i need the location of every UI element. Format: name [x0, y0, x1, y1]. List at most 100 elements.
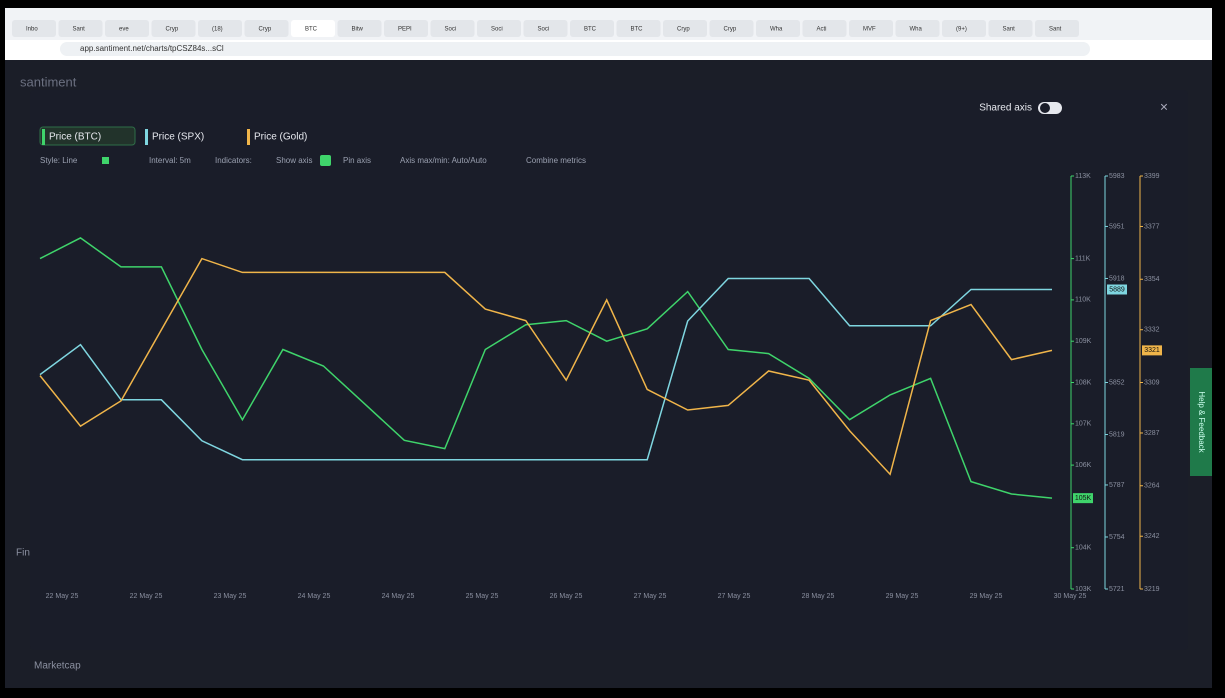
- pin-axis-control[interactable]: Pin axis: [343, 156, 371, 165]
- last-value-label: 5889: [1109, 286, 1125, 293]
- x-tick-label: 24 May 25: [298, 593, 331, 600]
- x-tick-label: 29 May 25: [970, 593, 1003, 600]
- tab[interactable]: [756, 20, 800, 37]
- tab[interactable]: [384, 20, 428, 37]
- tab[interactable]: [12, 20, 56, 37]
- tab[interactable]: [616, 20, 661, 37]
- last-value-badge: [1142, 345, 1162, 356]
- tab-title: Wha: [770, 27, 783, 33]
- chip-label: Price (SPX): [152, 132, 204, 143]
- tab[interactable]: [291, 20, 335, 37]
- y-tick-label: 3242: [1144, 533, 1160, 540]
- y-tick-label: 3287: [1144, 430, 1160, 437]
- chip-color: [247, 129, 250, 145]
- tab[interactable]: [523, 20, 568, 37]
- address-field[interactable]: [60, 42, 1090, 56]
- y-tick-label: 3332: [1144, 327, 1160, 334]
- combine-control[interactable]: Combine metrics: [526, 156, 586, 165]
- tab[interactable]: [895, 20, 940, 37]
- show-axis-check[interactable]: [320, 155, 331, 166]
- tab-title: eve: [119, 27, 129, 33]
- tab-title: Wha: [910, 27, 923, 33]
- y-tick-label: 5951: [1109, 223, 1125, 230]
- y-tick-label: 5721: [1109, 586, 1125, 593]
- y-tick-label: 5852: [1109, 379, 1125, 386]
- y-tick-label: 111K: [1075, 255, 1091, 262]
- color-control[interactable]: [102, 157, 109, 164]
- tab[interactable]: [849, 20, 893, 37]
- tab-title: Cryp: [166, 27, 179, 33]
- tab-title: PEPI: [398, 27, 412, 33]
- side-label: Fin: [16, 548, 30, 559]
- tab[interactable]: [802, 20, 847, 37]
- tab[interactable]: [337, 20, 382, 37]
- y-tick-label: 108K: [1075, 379, 1092, 386]
- y-tick-label: 3264: [1144, 483, 1160, 490]
- tab[interactable]: [105, 20, 149, 37]
- tab[interactable]: [1035, 20, 1079, 37]
- y-tick-label: 3399: [1144, 173, 1160, 180]
- chip-label: Price (BTC): [49, 132, 101, 143]
- y-tick-label: 5983: [1109, 173, 1125, 180]
- tab-title: (9+): [956, 27, 967, 33]
- brand: santiment: [20, 74, 77, 89]
- x-tick-label: 25 May 25: [466, 593, 499, 600]
- x-tick-label: 28 May 25: [802, 593, 835, 600]
- tab[interactable]: [988, 20, 1033, 37]
- chip-label: Price (Gold): [254, 132, 307, 143]
- x-tick-label: 22 May 25: [46, 593, 79, 600]
- y-tick-label: 109K: [1075, 338, 1092, 345]
- tab-title: Cryp: [677, 27, 690, 33]
- tab-title: Bitw: [352, 27, 364, 33]
- toggle-knob: [1040, 103, 1050, 113]
- tab[interactable]: [430, 20, 475, 37]
- tab[interactable]: [570, 20, 614, 37]
- last-value-label: 3321: [1144, 347, 1160, 354]
- indicators-control[interactable]: Indicators:: [215, 156, 252, 165]
- interval-control[interactable]: Interval: 5m: [149, 156, 191, 165]
- url: app.santiment.net/charts/tpCSZ84s...sCl: [80, 44, 224, 53]
- y-tick-label: 3354: [1144, 276, 1160, 283]
- style-control[interactable]: Style: Line: [40, 156, 78, 165]
- show-axis-control[interactable]: Show axis: [276, 156, 312, 165]
- y-tick-label: 5918: [1109, 275, 1125, 282]
- chip-color: [145, 129, 148, 145]
- x-tick-label: 30 May 25: [1054, 593, 1087, 600]
- y-tick-label: 5754: [1109, 534, 1125, 541]
- tab[interactable]: [709, 20, 754, 37]
- tab[interactable]: [942, 20, 986, 37]
- tab-title: Cryp: [724, 27, 737, 33]
- tab[interactable]: [663, 20, 707, 37]
- y-tick-label: 107K: [1075, 421, 1092, 428]
- footer-label: Marketcap: [34, 661, 81, 672]
- y-tick-label: 5787: [1109, 482, 1125, 489]
- close-button[interactable]: ×: [1160, 99, 1168, 115]
- tab-title: MVF: [863, 27, 876, 33]
- tab[interactable]: [151, 20, 196, 37]
- axis-minmax-control[interactable]: Axis max/min: Auto/Auto: [400, 156, 487, 165]
- tab[interactable]: [477, 20, 521, 37]
- x-tick-label: 22 May 25: [130, 593, 163, 600]
- tab-title: Sant: [1003, 27, 1016, 33]
- tab-title: Soci: [538, 27, 550, 33]
- tab[interactable]: [244, 20, 289, 37]
- tab[interactable]: [58, 20, 103, 37]
- tab[interactable]: [198, 20, 242, 37]
- x-tick-label: 24 May 25: [382, 593, 415, 600]
- x-tick-label: 27 May 25: [718, 593, 751, 600]
- chip-color: [42, 129, 45, 145]
- chart-modal: [30, 90, 1188, 650]
- last-value-label: 105K: [1075, 495, 1092, 502]
- y-tick-label: 3219: [1144, 586, 1160, 593]
- x-tick-label: 29 May 25: [886, 593, 919, 600]
- y-tick-label: 106K: [1075, 462, 1092, 469]
- feedback-tab[interactable]: [1190, 368, 1212, 476]
- y-tick-label: 103K: [1075, 586, 1092, 593]
- x-tick-label: 23 May 25: [214, 593, 247, 600]
- y-tick-label: 3377: [1144, 223, 1160, 230]
- tab-title: Sant: [1049, 27, 1062, 33]
- metric-chip[interactable]: [39, 126, 136, 146]
- feedback-label: Help & Feedback: [1197, 391, 1206, 453]
- tab-title: BTC: [631, 27, 644, 33]
